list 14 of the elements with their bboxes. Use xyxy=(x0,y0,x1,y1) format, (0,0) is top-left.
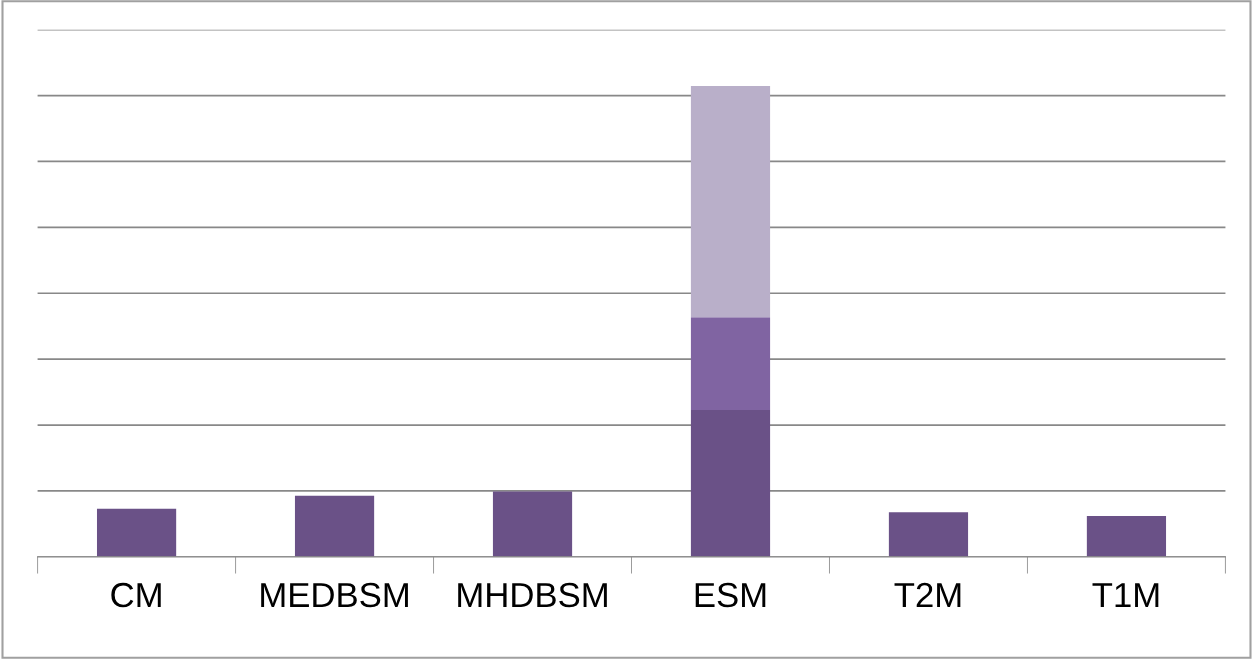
bar xyxy=(1086,515,1167,557)
x-tick-label: T1M xyxy=(1092,583,1159,608)
x-tick-label: MEDBSM xyxy=(261,582,408,608)
x-tick-label: MHDBSM xyxy=(458,582,607,608)
bar xyxy=(690,409,771,557)
x-tick-label: T2M xyxy=(894,582,961,608)
bar xyxy=(492,491,573,557)
x-tick-label: CM xyxy=(111,582,161,608)
bar xyxy=(690,86,771,318)
bar xyxy=(690,317,771,410)
bar xyxy=(888,512,969,557)
x-tick-label: ESM xyxy=(695,582,766,608)
bar xyxy=(96,508,177,557)
bar xyxy=(294,495,375,557)
